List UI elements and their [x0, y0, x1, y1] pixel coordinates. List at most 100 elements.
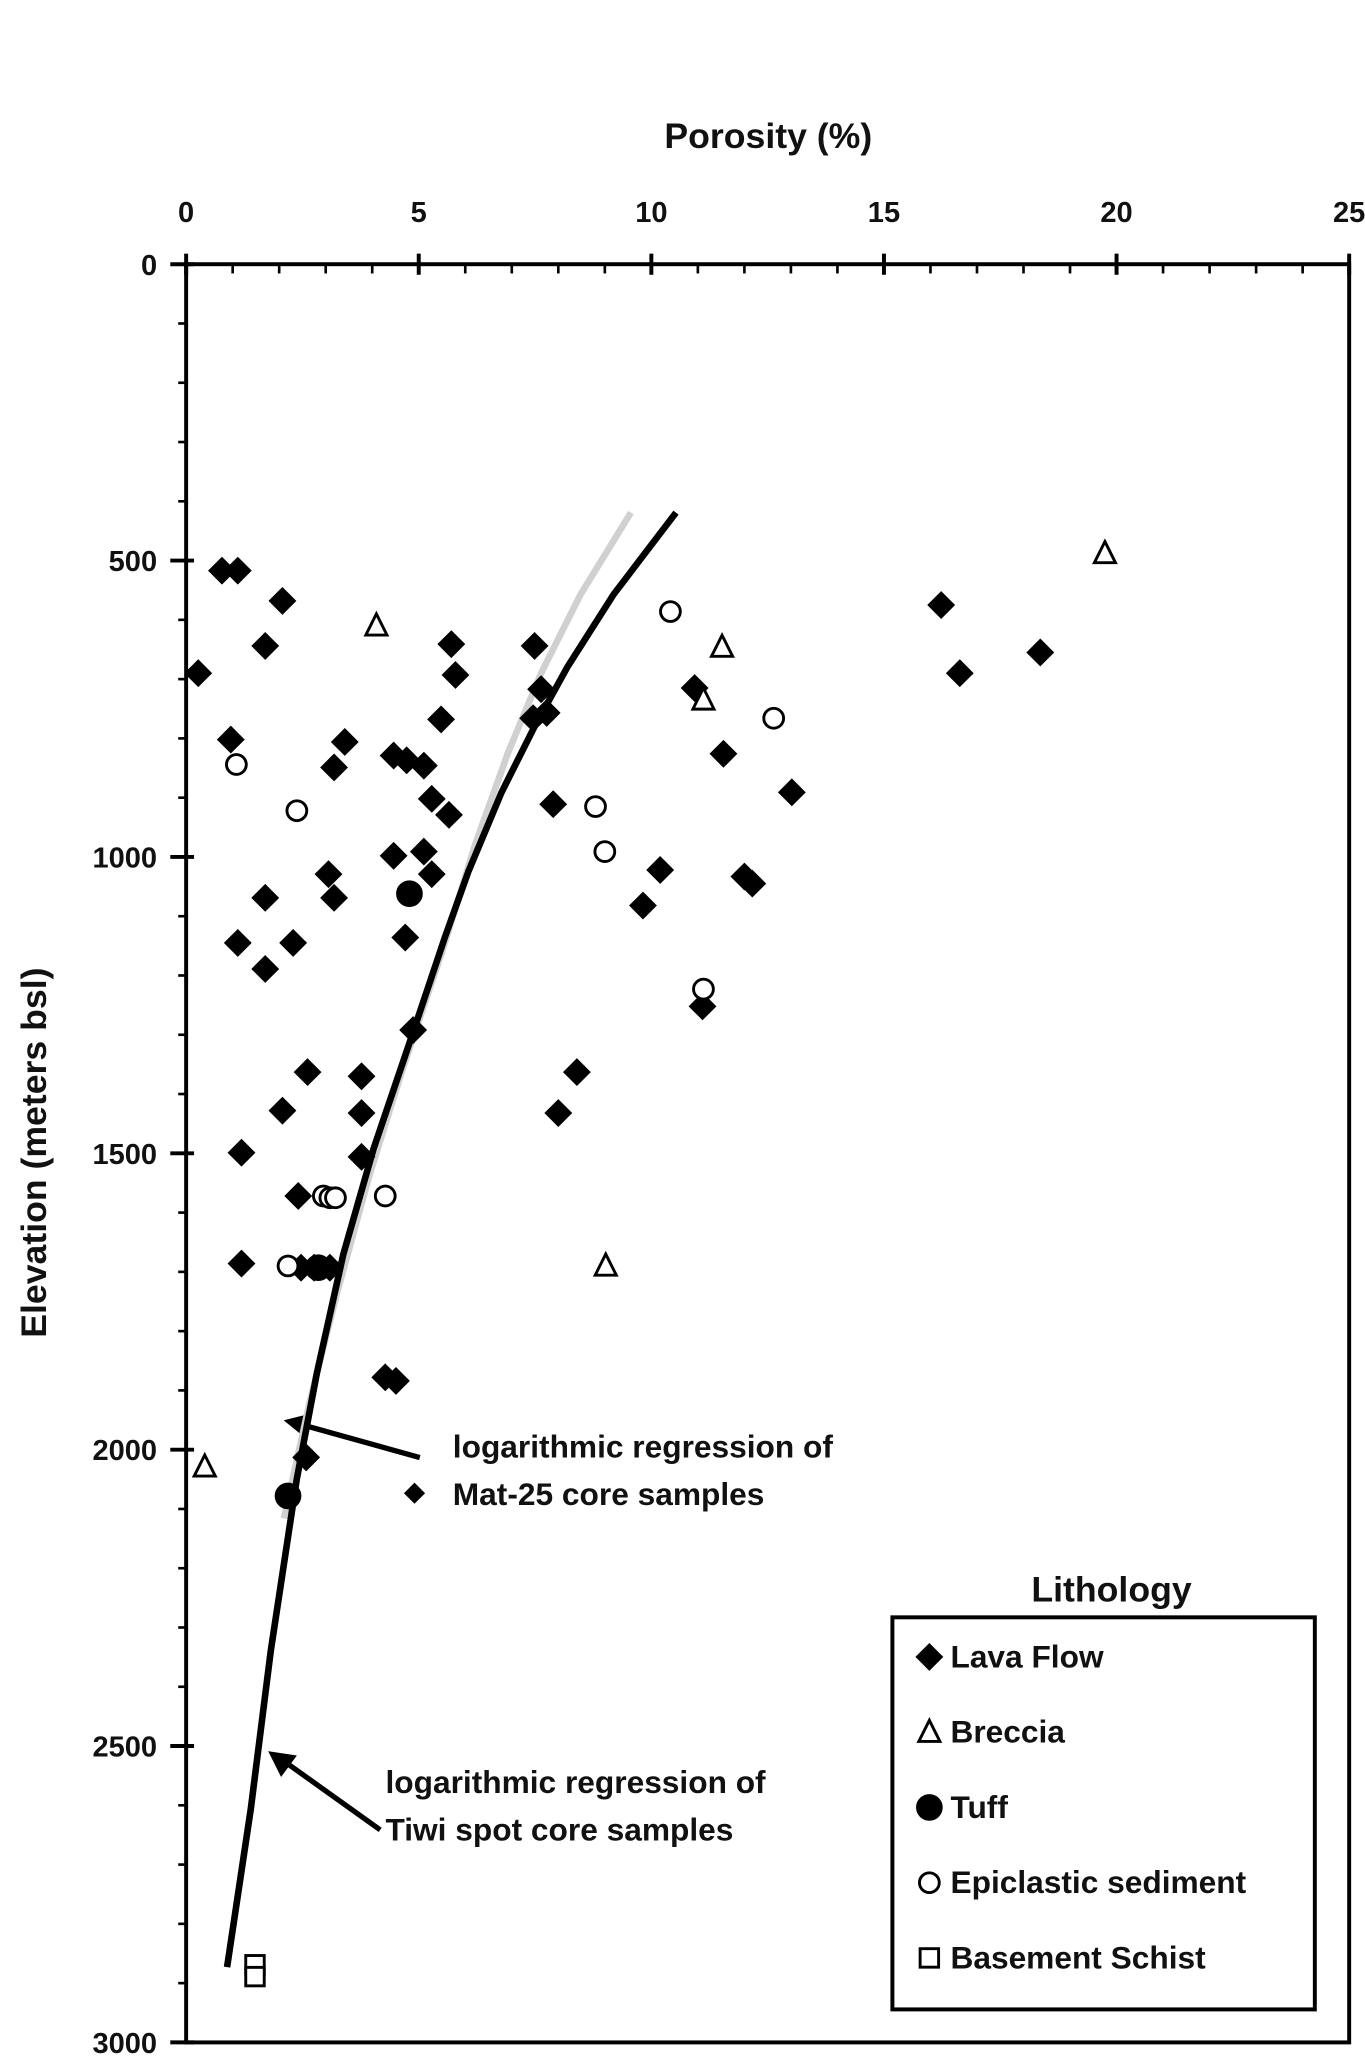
annotation-text: Mat-25 core samples — [453, 1476, 765, 1512]
legend-label: Breccia — [950, 1714, 1065, 1750]
data-point — [223, 928, 252, 957]
regression-curve — [223, 510, 679, 1968]
data-point — [593, 840, 617, 863]
x-tick-label: 0 — [178, 197, 194, 229]
data-point — [709, 631, 735, 658]
data-point — [539, 790, 568, 819]
y-axis-title: Elevation (meters bsl) — [14, 968, 54, 1338]
data-point — [709, 739, 738, 768]
legend-box — [890, 1615, 1317, 2012]
data-point — [382, 1366, 410, 1395]
data-point — [251, 955, 280, 983]
data-point — [435, 800, 463, 829]
data-point — [437, 630, 466, 659]
legend-marker — [918, 1871, 941, 1895]
data-point — [223, 556, 252, 585]
legend-marker — [916, 1794, 943, 1821]
data-point — [762, 706, 786, 730]
legend-label: Tuff — [950, 1789, 1008, 1825]
data-point — [399, 1016, 428, 1044]
x-tick-label: 15 — [868, 197, 900, 229]
data-point — [227, 1249, 256, 1278]
data-point — [347, 1099, 376, 1127]
data-point — [527, 675, 556, 704]
data-point — [519, 704, 548, 733]
data-point — [347, 1062, 376, 1091]
y-tick-label: 1500 — [93, 1139, 158, 1171]
data-point — [251, 883, 280, 912]
data-point — [927, 591, 956, 619]
data-point — [304, 1254, 332, 1282]
data-point — [268, 586, 297, 615]
data-point — [520, 631, 549, 660]
data-point — [1092, 538, 1118, 565]
data-point — [391, 923, 420, 952]
data-point — [692, 977, 715, 1001]
x-tick-label: 5 — [411, 197, 427, 229]
data-point — [409, 751, 438, 780]
data-point — [945, 659, 974, 688]
data-point — [363, 610, 390, 637]
x-tick-label: 25 — [1333, 197, 1365, 229]
data-point — [184, 659, 213, 688]
data-point — [427, 705, 456, 734]
legend-title: Lithology — [1031, 1569, 1191, 1609]
x-tick-label: 10 — [635, 197, 667, 229]
y-tick-label: 2500 — [93, 1732, 158, 1764]
data-point — [688, 992, 717, 1021]
y-tick-label: 1000 — [93, 843, 158, 875]
data-point — [777, 778, 806, 807]
data-point — [347, 1142, 376, 1171]
data-point — [690, 684, 717, 711]
data-point — [396, 880, 423, 908]
arrow-shaft — [305, 1423, 421, 1461]
data-point — [191, 1451, 218, 1478]
data-point — [417, 860, 446, 889]
arrow-shaft — [286, 1761, 382, 1833]
arrow-head — [268, 1751, 297, 1778]
y-tick-label: 2000 — [93, 1435, 158, 1467]
data-point — [279, 928, 308, 957]
annotation-text: Tiwi spot core samples — [385, 1811, 733, 1847]
data-point — [292, 1443, 321, 1472]
data-point — [284, 1182, 313, 1210]
data-point — [629, 891, 657, 920]
legend-marker — [915, 1643, 944, 1671]
annotation-glyph — [403, 1482, 426, 1504]
data-point — [216, 725, 245, 754]
data-point — [314, 860, 343, 889]
legend-marker — [918, 1947, 941, 1969]
data-point — [592, 1250, 619, 1277]
data-point — [244, 1965, 266, 1988]
data-point — [646, 856, 675, 884]
data-point — [285, 799, 309, 823]
data-point — [225, 753, 248, 776]
legend-label: Basement Schist — [950, 1939, 1206, 1975]
data-point — [441, 661, 470, 689]
data-point — [274, 1482, 302, 1510]
legend-marker — [916, 1717, 943, 1743]
data-point — [417, 784, 446, 813]
data-point — [293, 1058, 322, 1087]
data-point — [324, 1186, 347, 1210]
data-point — [562, 1058, 591, 1087]
data-point — [1026, 638, 1055, 667]
data-point — [320, 753, 349, 782]
y-tick-label: 0 — [141, 250, 157, 282]
data-point — [330, 728, 359, 756]
data-point — [276, 1254, 300, 1278]
data-point — [227, 1138, 256, 1167]
annotation-text: logarithmic regression of — [385, 1764, 766, 1800]
data-point — [659, 600, 682, 623]
data-point — [251, 631, 280, 660]
legend-label: Epiclastic sediment — [950, 1864, 1246, 1900]
data-point — [379, 841, 408, 870]
data-point — [320, 883, 349, 912]
data-point — [409, 837, 438, 866]
x-tick-label: 20 — [1100, 197, 1132, 229]
y-tick-label: 500 — [109, 546, 157, 578]
annotation-text: logarithmic regression of — [453, 1429, 834, 1465]
x-axis-title: Porosity (%) — [664, 116, 872, 156]
